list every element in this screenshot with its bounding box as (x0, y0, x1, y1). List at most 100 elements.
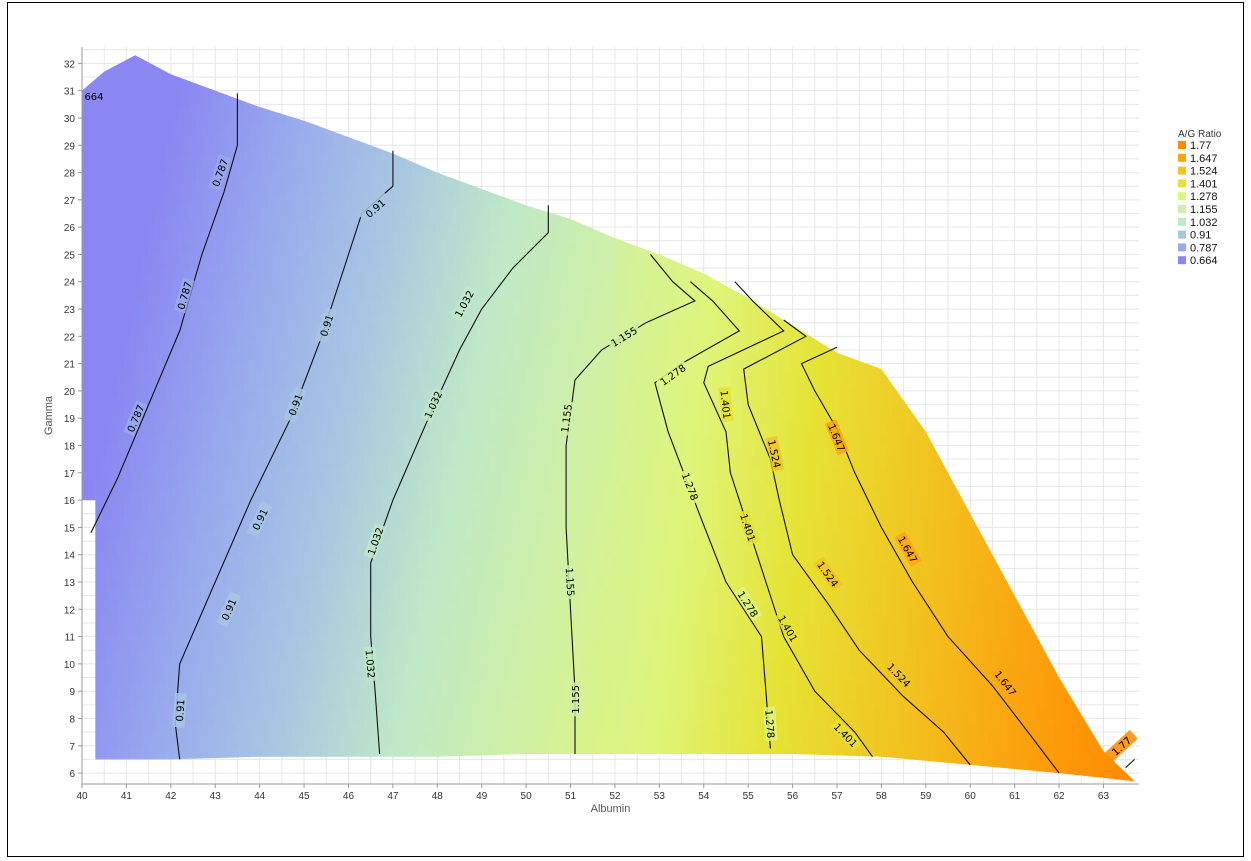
color-cell (118, 599, 125, 606)
color-cell (214, 743, 221, 750)
color-cell (100, 731, 107, 738)
color-cell (112, 95, 119, 102)
color-cell (118, 593, 125, 600)
color-cell (310, 185, 317, 192)
color-cell (202, 605, 209, 612)
color-cell (142, 605, 149, 612)
color-cell (214, 515, 221, 522)
color-cell (208, 401, 215, 408)
color-cell (274, 521, 281, 528)
color-cell (100, 257, 107, 264)
color-cell (172, 275, 179, 282)
color-cell (262, 479, 269, 486)
color-cell (148, 131, 155, 138)
color-cell (304, 647, 311, 654)
color-cell (190, 557, 197, 564)
color-cell (310, 545, 317, 552)
color-cell (316, 251, 323, 258)
color-cell (88, 467, 95, 474)
color-cell (286, 755, 293, 762)
color-cell (316, 587, 323, 594)
color-cell (118, 569, 125, 576)
color-cell (292, 281, 299, 288)
color-cell (292, 677, 299, 684)
color-cell (274, 227, 281, 234)
color-cell (286, 731, 293, 738)
color-cell (124, 617, 131, 624)
color-cell (166, 113, 173, 120)
color-cell (292, 269, 299, 276)
color-cell (136, 593, 143, 600)
color-cell (256, 689, 263, 696)
color-cell (268, 719, 275, 726)
color-cell (160, 323, 167, 330)
color-cell (310, 755, 317, 762)
color-cell (82, 455, 89, 462)
color-cell (202, 377, 209, 384)
color-cell (250, 221, 257, 228)
color-cell (112, 509, 119, 516)
color-cell (292, 455, 299, 462)
color-cell (166, 371, 173, 378)
color-cell (268, 173, 275, 180)
color-cell (142, 713, 149, 720)
color-cell (82, 353, 89, 360)
color-cell (100, 473, 107, 480)
color-cell (88, 221, 95, 228)
color-cell (274, 209, 281, 216)
color-cell (304, 695, 311, 702)
color-cell (304, 341, 311, 348)
color-cell (244, 317, 251, 324)
color-cell (82, 629, 89, 636)
color-cell (172, 413, 179, 420)
color-cell (142, 167, 149, 174)
color-cell (82, 365, 89, 372)
color-cell (232, 545, 239, 552)
color-cell (238, 503, 245, 510)
color-cell (184, 245, 191, 252)
color-cell (262, 773, 269, 780)
color-cell (280, 173, 287, 180)
color-cell (136, 575, 143, 582)
color-cell (232, 155, 239, 162)
color-cell (310, 719, 317, 726)
color-cell (160, 503, 167, 510)
color-cell (196, 341, 203, 348)
color-cell (88, 311, 95, 318)
color-cell (202, 641, 209, 648)
color-cell (124, 389, 131, 396)
color-cell (100, 323, 107, 330)
color-cell (130, 443, 137, 450)
color-cell (298, 671, 305, 678)
color-cell (232, 173, 239, 180)
color-cell (88, 701, 95, 708)
color-cell (166, 569, 173, 576)
color-cell (94, 695, 101, 702)
color-cell (316, 515, 323, 522)
color-cell (160, 581, 167, 588)
color-cell (286, 527, 293, 534)
color-cell (130, 719, 137, 726)
color-cell (274, 737, 281, 744)
color-cell (304, 503, 311, 510)
color-cell (88, 605, 95, 612)
color-cell (232, 617, 239, 624)
color-cell (214, 263, 221, 270)
color-cell (310, 629, 317, 636)
color-cell (94, 179, 101, 186)
color-cell (310, 671, 317, 678)
color-cell (208, 383, 215, 390)
color-cell (184, 227, 191, 234)
color-cell (262, 419, 269, 426)
color-cell (82, 443, 89, 450)
color-cell (100, 479, 107, 486)
color-cell (136, 761, 143, 768)
color-cell (208, 215, 215, 222)
color-cell (94, 101, 101, 108)
color-cell (298, 437, 305, 444)
color-cell (226, 659, 233, 666)
color-cell (280, 473, 287, 480)
color-cell (130, 401, 137, 408)
color-cell (316, 125, 323, 132)
color-cell (256, 491, 263, 498)
